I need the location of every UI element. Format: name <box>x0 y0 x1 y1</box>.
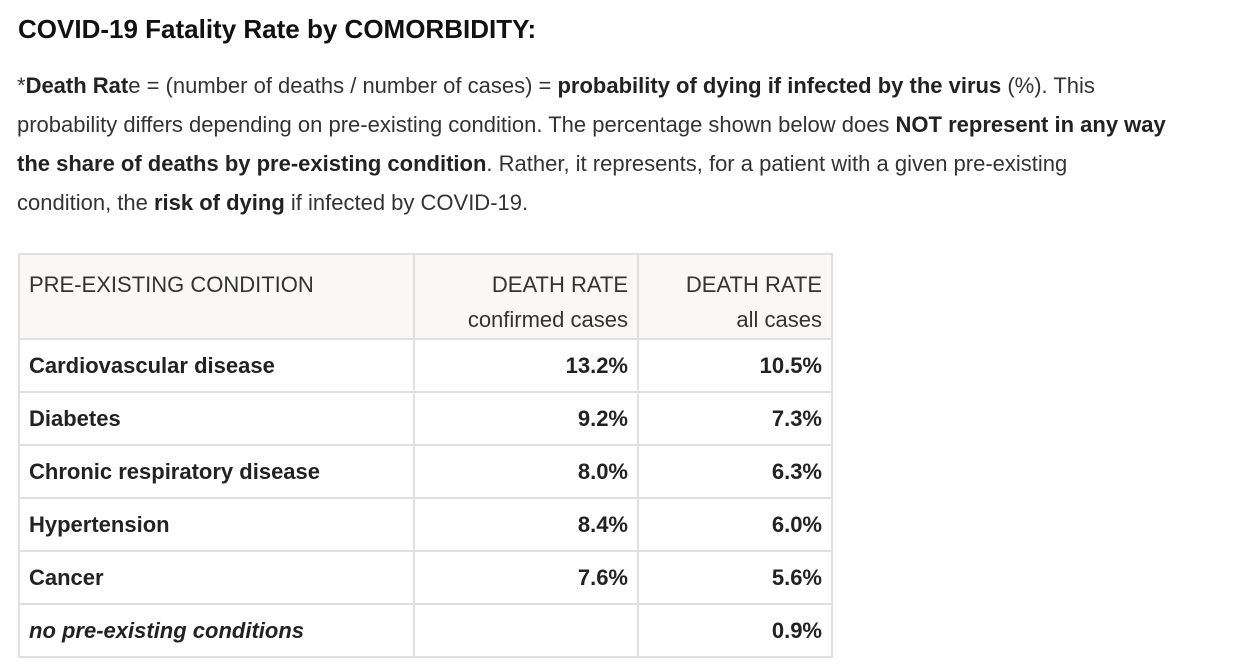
death-rate: 8.4% <box>577 511 628 537</box>
table-row: Cancer 7.6% 5.6% <box>18 550 833 605</box>
table-cell: Chronic respiratory disease <box>18 444 415 499</box>
death-rate: 10.5% <box>759 352 822 378</box>
intro-run: probability of dying if infected by the … <box>557 73 1002 98</box>
intro-run: * <box>17 73 26 98</box>
intro-run: (%). This probability differs depending … <box>17 73 1095 137</box>
condition: no pre-existing conditions <box>29 617 305 643</box>
table-body: Cardiovascular disease 13.2% 10.5% Diabetes… <box>18 338 833 658</box>
intro-run: e = (number of deaths / number of cases)… <box>128 73 558 98</box>
table-row: Cardiovascular disease 13.2% 10.5% <box>18 338 833 393</box>
table-cell: 13.2% <box>413 338 639 393</box>
death-rate: 9.2% <box>577 405 628 431</box>
table-cell: 0.9% <box>637 603 833 658</box>
table-cell <box>413 603 639 658</box>
death-rate: 8.0% <box>577 458 628 484</box>
death-rate: 13.2% <box>565 352 628 378</box>
header-line: confirmed cases <box>467 307 628 332</box>
intro-run: Death Rat <box>25 73 129 98</box>
intro-run: NOT represent in any way the share of de… <box>17 112 1166 176</box>
table-cell: 9.2% <box>413 391 639 446</box>
table-cell: 8.4% <box>413 497 639 552</box>
comorbidity-table: PRE-EXISTING CONDITION DEATH RATE confirme… <box>18 253 833 658</box>
intro-run: . Rather, it represents, for a patient w… <box>17 151 1068 215</box>
intro-run: if infected by COVID-19. <box>284 190 529 215</box>
death-rate: 6.0% <box>771 511 822 537</box>
header-line: PRE-EXISTING CONDITION <box>29 272 314 297</box>
table-cell: Cancer <box>18 550 415 605</box>
condition: Diabetes <box>29 405 121 431</box>
header-line: DEATH RATE <box>491 272 628 297</box>
condition: Cardiovascular disease <box>29 352 275 378</box>
header-line: DEATH RATE <box>685 272 822 297</box>
table-cell: Hypertension <box>18 497 415 552</box>
condition: Chronic respiratory disease <box>29 458 321 484</box>
header-cell: DEATH RATE confirmed cases <box>413 253 639 340</box>
table-cell: 10.5% <box>637 338 833 393</box>
death-rate: 7.6% <box>577 564 628 590</box>
header-line: all cases <box>736 307 822 332</box>
table-row: no pre-existing conditions 0.9% <box>18 603 833 658</box>
condition: Cancer <box>29 564 104 590</box>
death-rate: 7.3% <box>771 405 822 431</box>
table-cell: 6.0% <box>637 497 833 552</box>
table-cell: Diabetes <box>18 391 415 446</box>
table-row: Chronic respiratory disease 8.0% 6.3% <box>18 444 833 499</box>
table-cell: 7.3% <box>637 391 833 446</box>
table-row: Diabetes 9.2% 7.3% <box>18 391 833 446</box>
header-row: PRE-EXISTING CONDITION DEATH RATE confirme… <box>18 253 833 340</box>
table-cell: no pre-existing conditions <box>18 603 415 658</box>
title: COVID-19 Fatality Rate by COMORBIDITY: <box>18 14 537 44</box>
table-cell: 8.0% <box>413 444 639 499</box>
intro-paragraph: *Death Rate = (number of deaths / number… <box>17 66 1167 222</box>
header-cell: DEATH RATE all cases <box>637 253 833 340</box>
death-rate: 5.6% <box>771 564 822 590</box>
table-row: Hypertension 8.4% 6.0% <box>18 497 833 552</box>
condition: Hypertension <box>29 511 170 537</box>
table-cell: 6.3% <box>637 444 833 499</box>
header-cell: PRE-EXISTING CONDITION <box>18 253 415 340</box>
intro-run: risk of dying <box>153 190 285 215</box>
table-cell: 5.6% <box>637 550 833 605</box>
table-cell: 7.6% <box>413 550 639 605</box>
death-rate: 0.9% <box>771 617 822 643</box>
death-rate: 6.3% <box>771 458 822 484</box>
table-cell: Cardiovascular disease <box>18 338 415 393</box>
